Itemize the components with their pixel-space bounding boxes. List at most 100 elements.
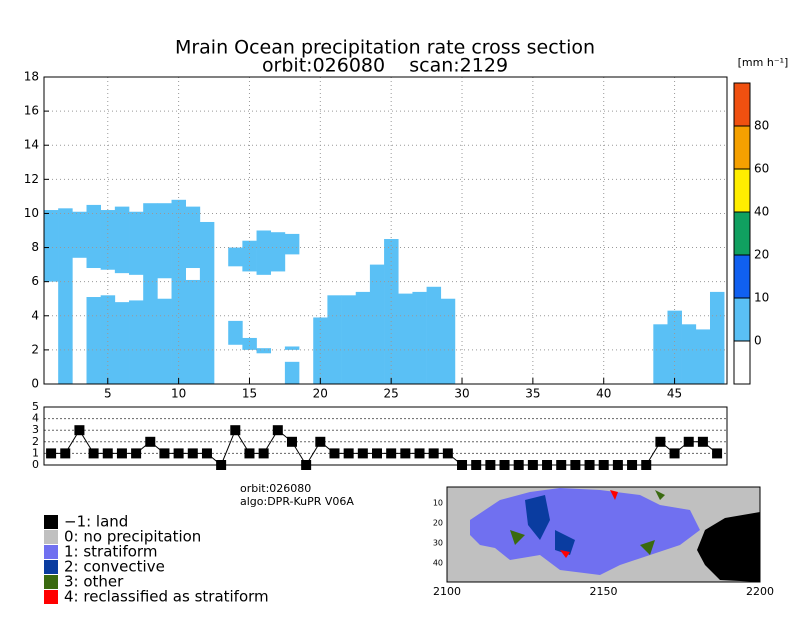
- echo-bar: [114, 302, 130, 384]
- type-marker: [697, 436, 708, 447]
- panel-y-tick-label: 4: [32, 412, 39, 425]
- panel-y-tick-label: 3: [32, 423, 39, 436]
- type-marker: [598, 460, 609, 470]
- colorbar-box: [733, 211, 751, 256]
- type-marker: [641, 460, 652, 470]
- echo-bar: [86, 204, 101, 269]
- colorbar-label: 10: [754, 291, 769, 305]
- type-marker: [371, 448, 382, 459]
- plot-frame: [43, 76, 728, 385]
- type-marker: [88, 448, 99, 459]
- y-tick-label: 6: [31, 274, 39, 288]
- type-marker: [556, 460, 567, 470]
- echo-bar: [185, 206, 201, 269]
- y-tick-label: 2: [31, 342, 39, 356]
- colorbar-label: 20: [754, 248, 769, 262]
- type-marker: [173, 448, 184, 459]
- map-y-tick-label: 10: [433, 499, 443, 508]
- colorbar-box: [733, 82, 751, 127]
- echo-bar: [653, 324, 668, 384]
- info-orbit: orbit:026080: [240, 482, 311, 495]
- echo-bar: [157, 203, 172, 279]
- x-tick-label: 20: [313, 387, 328, 401]
- unit-label: [mm h⁻¹]: [738, 56, 789, 69]
- echo-bar: [256, 348, 272, 354]
- echo-bar: [143, 203, 158, 384]
- type-marker: [584, 460, 595, 470]
- colorbar-label: 0: [754, 334, 762, 348]
- echo-bar: [228, 247, 243, 267]
- type-marker: [102, 448, 113, 459]
- panel-y-tick-label: 1: [32, 446, 39, 459]
- echo-bar: [242, 240, 257, 272]
- map-y-tick-label: 20: [433, 519, 443, 528]
- echo-bar: [695, 329, 711, 384]
- type-marker: [471, 460, 482, 470]
- x-tick-label: 5: [104, 387, 112, 401]
- x-tick-label: 30: [454, 387, 469, 401]
- echo-bar: [398, 293, 413, 384]
- x-tick-label: 10: [171, 387, 186, 401]
- echo-bar: [355, 291, 371, 384]
- y-tick-label: 4: [31, 308, 39, 322]
- echo-bar: [412, 291, 427, 384]
- type-marker: [457, 460, 468, 470]
- echo-bar: [426, 286, 442, 384]
- type-marker: [46, 448, 57, 459]
- type-marker: [513, 460, 524, 470]
- type-marker: [343, 448, 354, 459]
- type-marker: [216, 460, 227, 470]
- echo-bar: [171, 199, 187, 384]
- map-y-tick-label: 40: [433, 559, 443, 568]
- colorbar-label: 80: [754, 119, 769, 133]
- type-marker: [116, 448, 127, 459]
- type-marker: [187, 448, 198, 459]
- echo-bar: [709, 291, 725, 384]
- type-marker: [230, 425, 241, 436]
- y-tick-label: 14: [24, 138, 39, 152]
- info-algo: algo:DPR-KuPR V06A: [240, 495, 354, 508]
- echo-bar: [185, 279, 201, 384]
- type-marker: [60, 448, 71, 459]
- type-marker: [655, 436, 666, 447]
- chart-title: Mrain Ocean precipitation rate cross sec…: [175, 37, 595, 59]
- panel-y-tick-label: 5: [32, 400, 39, 413]
- echo-bar: [284, 361, 300, 384]
- colorbar-label: 60: [754, 162, 769, 176]
- echo-bar: [440, 298, 456, 384]
- panel-y-tick-label: 0: [32, 458, 39, 471]
- legend-swatch: [44, 545, 58, 559]
- echo-bar: [384, 239, 399, 384]
- type-marker: [414, 448, 425, 459]
- echo-bar: [270, 232, 286, 272]
- map-reclassified: [560, 490, 618, 558]
- y-tick-label: 18: [24, 70, 39, 84]
- colorbar-label: 40: [754, 205, 769, 219]
- map-y-tick-label: 30: [433, 539, 443, 548]
- type-marker: [669, 448, 680, 459]
- type-marker: [712, 448, 723, 459]
- map-frame: [446, 486, 761, 583]
- y-tick-label: 8: [31, 240, 39, 254]
- y-tick-label: 12: [24, 172, 39, 186]
- echo-bar: [256, 230, 272, 275]
- type-marker: [542, 460, 553, 470]
- type-marker: [131, 448, 142, 459]
- legend-label: 2: convective: [64, 558, 165, 576]
- echo-bar: [667, 310, 682, 384]
- echo-bar: [341, 295, 357, 384]
- y-tick-label: 0: [31, 377, 39, 391]
- colorbar-box: [733, 168, 751, 213]
- legend-label: −1: land: [64, 513, 128, 531]
- type-marker: [683, 436, 694, 447]
- x-tick-label: 25: [384, 387, 399, 401]
- type-marker: [145, 436, 156, 447]
- type-marker: [272, 425, 283, 436]
- legend-swatch: [44, 590, 58, 604]
- map-x-tick-label: 2100: [433, 585, 461, 598]
- type-marker: [244, 448, 255, 459]
- colorbar-box: [733, 297, 751, 342]
- type-marker: [570, 460, 581, 470]
- legend-label: 0: no precipitation: [64, 528, 201, 546]
